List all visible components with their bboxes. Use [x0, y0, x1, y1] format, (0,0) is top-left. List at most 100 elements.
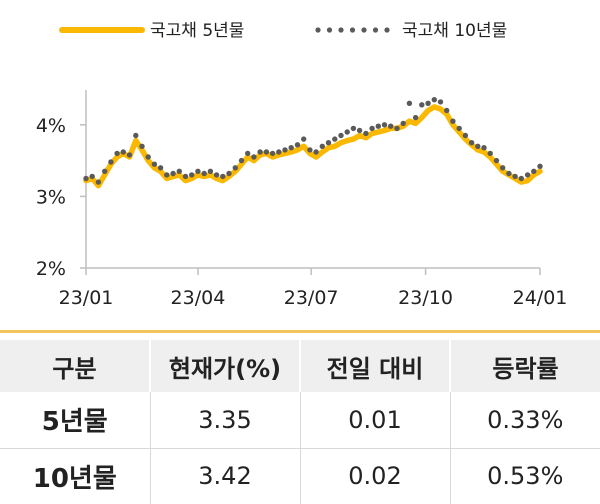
- table-header-row: 구분 현재가(%) 전일 대비 등락률: [0, 340, 600, 392]
- data-point-10y: [170, 170, 176, 177]
- data-point-10y: [307, 147, 313, 153]
- data-point-10y: [251, 154, 257, 160]
- row-price: 3.42: [149, 448, 300, 504]
- data-point-10y: [133, 132, 139, 139]
- legend-dot: [349, 27, 356, 33]
- data-point-10y: [195, 168, 201, 174]
- data-point-10y: [157, 165, 164, 171]
- data-point-10y: [369, 125, 375, 132]
- data-point-10y: [238, 157, 245, 164]
- data-point-10y: [226, 170, 232, 177]
- data-point-10y: [388, 123, 394, 129]
- data-point-10y: [89, 173, 95, 180]
- data-point-10y: [332, 136, 338, 142]
- x-tick-label: 23/07: [284, 287, 339, 309]
- data-point-10y: [139, 143, 145, 149]
- data-point-10y: [207, 168, 214, 174]
- data-point-10y: [437, 99, 444, 105]
- data-point-10y: [319, 143, 325, 149]
- data-point-10y: [363, 130, 369, 137]
- data-point-10y: [450, 118, 456, 124]
- x-tick-label: 24/01: [513, 287, 568, 309]
- data-point-10y: [524, 172, 531, 178]
- data-point-10y: [375, 123, 381, 129]
- x-tick-label: 23/01: [59, 287, 114, 309]
- data-point-10y: [462, 132, 469, 139]
- data-point-10y: [431, 97, 437, 103]
- data-point-10y: [108, 159, 114, 165]
- data-point-10y: [475, 143, 481, 149]
- legend-dot: [361, 27, 367, 33]
- row-label: 5년물: [41, 407, 108, 438]
- table-row: 10년물 3.42 0.02 0.53%: [0, 448, 600, 504]
- bond-yield-chart: 국고채 5년물 국고채 10년물 2%3%4% 23/01 23/04 23/07 2…: [36, 21, 568, 309]
- legend-dot: [372, 27, 379, 33]
- chart-legend: 국고채 5년물 국고채 10년물: [59, 21, 507, 41]
- legend-dot: [315, 27, 321, 33]
- y-tick-label: 3%: [36, 186, 66, 208]
- data-point-10y: [201, 170, 207, 177]
- series-line-5y: [83, 104, 543, 189]
- row-change: 0.02: [299, 448, 450, 504]
- yield-summary-section: 구분 현재가(%) 전일 대비 등락률 5년물 3.35 0.01 0.33% …: [0, 330, 600, 504]
- section-divider: [0, 330, 600, 333]
- data-point-10y: [176, 168, 182, 174]
- data-point-10y: [288, 145, 294, 151]
- data-point-10y: [95, 179, 102, 185]
- x-tick-label: 23/04: [171, 287, 226, 309]
- data-point-10y: [151, 161, 158, 167]
- data-point-10y: [500, 165, 506, 171]
- data-point-10y: [189, 172, 195, 178]
- row-rate: 0.33%: [449, 392, 600, 448]
- data-point-10y: [456, 125, 462, 132]
- legend-swatch-10y: [315, 27, 390, 33]
- series-10y: [83, 97, 543, 185]
- data-point-10y: [481, 145, 487, 151]
- data-point-10y: [313, 149, 319, 155]
- series-layer: [83, 97, 543, 189]
- data-point-10y: [120, 149, 127, 155]
- data-point-10y: [412, 114, 419, 121]
- yield-summary-table: 구분 현재가(%) 전일 대비 등락률 5년물 3.35 0.01 0.33% …: [0, 340, 600, 504]
- data-point-10y: [83, 175, 89, 182]
- data-point-10y: [356, 127, 363, 134]
- x-ticks: 23/01 23/04 23/07 23/10 24/01: [59, 268, 568, 309]
- header-change: 전일 대비: [299, 340, 450, 392]
- data-point-10y: [394, 125, 400, 132]
- data-point-10y: [294, 142, 301, 148]
- legend-label-10y: 국고채 10년물: [402, 21, 507, 41]
- data-point-10y: [537, 163, 543, 169]
- data-point-10y: [468, 140, 475, 146]
- data-point-10y: [487, 150, 493, 157]
- x-tick-label: 23/10: [398, 287, 453, 309]
- data-point-10y: [102, 168, 108, 174]
- data-point-10y: [301, 136, 307, 142]
- table-row: 5년물 3.35 0.01 0.33%: [0, 392, 600, 448]
- y-ticks: 2% 3% 4%: [36, 115, 86, 280]
- data-point-10y: [182, 173, 189, 180]
- data-point-10y: [213, 172, 220, 178]
- data-point-10y: [531, 168, 537, 174]
- data-point-10y: [444, 107, 450, 114]
- row-change: 0.01: [299, 392, 450, 448]
- data-point-10y: [506, 170, 512, 177]
- data-point-10y: [325, 140, 332, 146]
- data-point-10y: [419, 102, 425, 108]
- data-point-10y: [276, 149, 282, 155]
- header-price: 현재가(%): [149, 340, 300, 392]
- data-point-10y: [350, 125, 357, 132]
- data-point-10y: [232, 165, 238, 171]
- legend-dot: [338, 27, 344, 33]
- data-point-10y: [257, 149, 263, 155]
- data-point-10y: [400, 120, 406, 127]
- data-point-10y: [425, 100, 431, 107]
- y-tick-label: 4%: [36, 115, 66, 137]
- data-point-10y: [245, 150, 251, 157]
- data-point-10y: [381, 122, 388, 128]
- data-point-10y: [126, 152, 133, 158]
- data-point-10y: [263, 149, 270, 155]
- data-point-10y: [282, 147, 288, 153]
- header-rate: 등락률: [449, 340, 600, 392]
- data-point-10y: [338, 132, 344, 139]
- legend-label-5y: 국고채 5년물: [150, 21, 244, 41]
